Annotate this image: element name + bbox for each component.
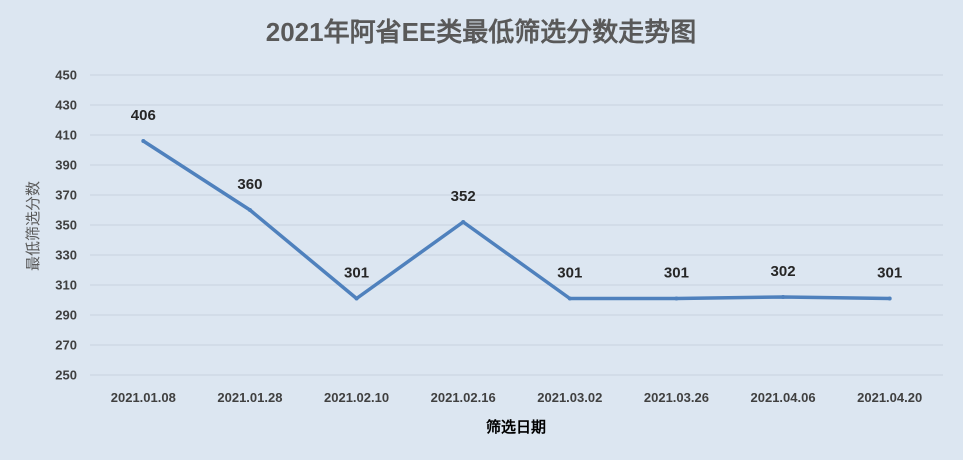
data-point — [887, 296, 892, 301]
data-label: 301 — [877, 265, 902, 282]
data-label: 352 — [451, 188, 476, 205]
data-point — [461, 220, 466, 224]
series-line — [141, 139, 892, 301]
x-tick-label: 2021.01.28 — [217, 390, 282, 405]
x-axis-title: 筛选日期 — [486, 418, 546, 436]
x-tick-label: 2021.03.26 — [644, 390, 709, 405]
y-tick-label: 310 — [55, 278, 77, 293]
y-tick-label: 330 — [55, 248, 77, 263]
x-tick-label: 2021.04.20 — [857, 390, 922, 405]
series-layer — [141, 139, 892, 301]
x-axis-ticks: 2021.01.08 2021.01.28 2021.02.10 2021.02.16… — [111, 390, 922, 405]
y-tick-label: 390 — [55, 158, 77, 173]
data-point — [247, 208, 252, 212]
y-tick-label: 370 — [55, 188, 77, 203]
y-tick-label: 410 — [55, 128, 77, 143]
data-label: 360 — [237, 176, 262, 193]
data-point — [674, 296, 679, 301]
y-axis-ticks: 250 270 290 310 330 350 370 390 410 430 450 — [55, 68, 77, 383]
y-tick-label: 270 — [55, 338, 77, 353]
data-point — [354, 296, 359, 301]
gridlines — [90, 74, 943, 376]
y-tick-label: 350 — [55, 218, 77, 233]
y-tick-label: 250 — [55, 368, 77, 383]
chart-title: 2021年阿省EE类最低筛选分数走势图 — [266, 17, 697, 47]
data-label: 301 — [557, 265, 582, 282]
y-tick-label: 430 — [55, 98, 77, 113]
data-point — [781, 295, 786, 299]
data-point — [567, 296, 572, 301]
x-tick-label: 2021.01.08 — [111, 390, 176, 405]
data-label: 301 — [344, 265, 369, 282]
data-label: 406 — [131, 107, 156, 124]
data-label: 301 — [664, 265, 689, 282]
y-axis-title: 最低筛选分数 — [24, 181, 42, 271]
y-tick-label: 290 — [55, 308, 77, 323]
data-label: 302 — [771, 263, 796, 280]
x-tick-label: 2021.02.16 — [431, 390, 496, 405]
y-tick-label: 450 — [55, 68, 77, 83]
x-tick-label: 2021.03.02 — [537, 390, 602, 405]
x-tick-label: 2021.02.10 — [324, 390, 389, 405]
x-tick-label: 2021.04.06 — [751, 390, 816, 405]
data-point — [141, 139, 146, 143]
data-labels: 406 360 301 352 301 301 302 301 — [131, 107, 902, 282]
